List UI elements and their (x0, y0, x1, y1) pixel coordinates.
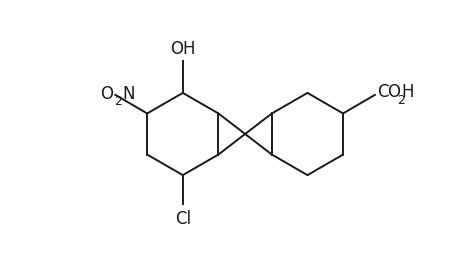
Text: N: N (122, 84, 135, 103)
Text: O: O (387, 83, 400, 101)
Text: H: H (401, 83, 414, 101)
Text: OH: OH (170, 40, 196, 58)
Text: C: C (378, 83, 389, 101)
Text: O: O (100, 84, 113, 103)
Text: 2: 2 (114, 95, 122, 108)
Text: 2: 2 (397, 94, 405, 107)
Text: Cl: Cl (175, 210, 191, 228)
